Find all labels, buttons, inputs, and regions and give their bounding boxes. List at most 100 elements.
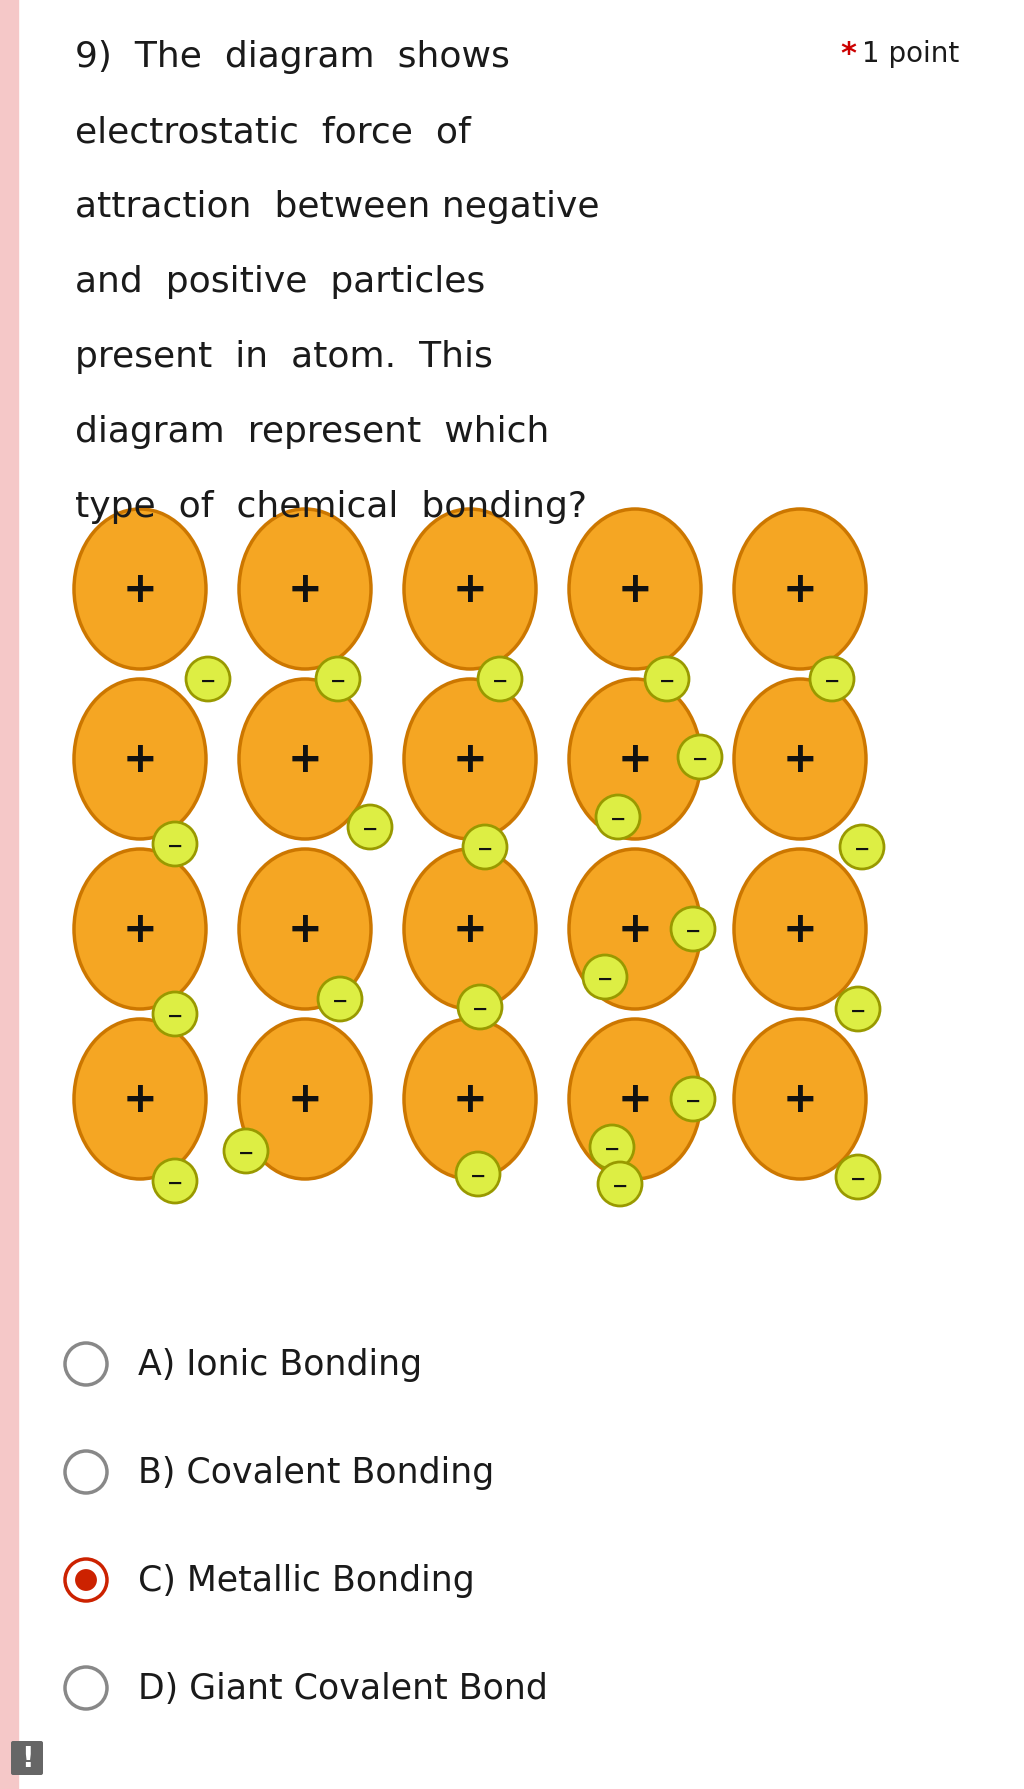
Ellipse shape (734, 850, 866, 1009)
Text: +: + (288, 909, 323, 950)
Ellipse shape (239, 1020, 371, 1179)
Text: +: + (617, 569, 652, 610)
Circle shape (810, 658, 854, 701)
Circle shape (65, 1560, 106, 1601)
Text: +: + (453, 909, 487, 950)
Text: 1 point: 1 point (862, 39, 959, 68)
Text: and  positive  particles: and positive particles (75, 265, 485, 299)
Circle shape (65, 1667, 106, 1708)
Text: −: − (167, 1174, 183, 1191)
Text: B) Covalent Bonding: B) Covalent Bonding (138, 1454, 495, 1488)
Ellipse shape (734, 1020, 866, 1179)
Ellipse shape (569, 510, 701, 669)
Text: +: + (617, 1079, 652, 1120)
Circle shape (645, 658, 689, 701)
Text: −: − (610, 809, 627, 828)
Text: +: + (123, 569, 158, 610)
Ellipse shape (569, 850, 701, 1009)
Text: +: + (288, 739, 323, 780)
Text: +: + (782, 1079, 817, 1120)
Circle shape (583, 955, 627, 1000)
Text: present  in  atom.  This: present in atom. This (75, 340, 493, 374)
Text: −: − (167, 835, 183, 855)
Circle shape (590, 1125, 634, 1170)
Text: −: − (824, 671, 840, 691)
Circle shape (75, 1569, 97, 1590)
Text: −: − (854, 839, 870, 859)
Circle shape (678, 735, 722, 780)
Circle shape (348, 805, 392, 850)
Text: +: + (288, 1079, 323, 1120)
Text: −: − (200, 671, 216, 691)
Text: +: + (782, 569, 817, 610)
Circle shape (458, 986, 502, 1029)
Circle shape (671, 907, 715, 952)
Text: −: − (472, 998, 488, 1018)
Ellipse shape (404, 850, 536, 1009)
Circle shape (65, 1344, 106, 1385)
Text: −: − (477, 839, 494, 859)
Ellipse shape (239, 680, 371, 839)
Circle shape (598, 1163, 642, 1206)
Text: +: + (123, 1079, 158, 1120)
Text: −: − (685, 1091, 701, 1109)
Text: type  of  chemical  bonding?: type of chemical bonding? (75, 490, 587, 524)
Text: −: − (597, 970, 613, 988)
Text: −: − (611, 1175, 628, 1195)
Circle shape (153, 823, 197, 866)
Ellipse shape (74, 680, 206, 839)
Circle shape (478, 658, 522, 701)
Text: 9)  The  diagram  shows: 9) The diagram shows (75, 39, 510, 73)
Text: +: + (617, 909, 652, 950)
Text: +: + (782, 909, 817, 950)
Ellipse shape (404, 1020, 536, 1179)
Ellipse shape (404, 680, 536, 839)
Circle shape (316, 658, 360, 701)
Circle shape (153, 1159, 197, 1204)
Text: D) Giant Covalent Bond: D) Giant Covalent Bond (138, 1671, 548, 1705)
Text: −: − (361, 819, 378, 837)
Text: −: − (692, 750, 709, 767)
Text: A) Ionic Bonding: A) Ionic Bonding (138, 1347, 422, 1381)
Ellipse shape (569, 1020, 701, 1179)
Text: C) Metallic Bonding: C) Metallic Bonding (138, 1564, 475, 1598)
FancyBboxPatch shape (11, 1741, 43, 1775)
Circle shape (836, 1156, 880, 1199)
Text: +: + (123, 909, 158, 950)
Ellipse shape (734, 510, 866, 669)
Text: attraction  between negative: attraction between negative (75, 190, 599, 224)
Circle shape (186, 658, 230, 701)
Text: electrostatic  force  of: electrostatic force of (75, 114, 471, 148)
Circle shape (836, 988, 880, 1032)
Ellipse shape (404, 510, 536, 669)
Text: −: − (332, 991, 348, 1011)
Ellipse shape (74, 850, 206, 1009)
Ellipse shape (734, 680, 866, 839)
Ellipse shape (239, 510, 371, 669)
Text: −: − (238, 1143, 254, 1161)
Text: −: − (470, 1166, 486, 1184)
Text: −: − (685, 921, 701, 939)
Text: +: + (453, 739, 487, 780)
Circle shape (153, 993, 197, 1036)
Circle shape (671, 1077, 715, 1122)
Text: +: + (782, 739, 817, 780)
Ellipse shape (239, 850, 371, 1009)
Circle shape (224, 1129, 268, 1174)
Text: −: − (658, 671, 675, 691)
Circle shape (318, 977, 362, 1022)
Text: *: * (840, 39, 856, 70)
Text: −: − (330, 671, 346, 691)
Ellipse shape (569, 680, 701, 839)
Text: +: + (617, 739, 652, 780)
Text: +: + (288, 569, 323, 610)
Bar (0, 0, 18, 1789)
Circle shape (65, 1451, 106, 1494)
Text: −: − (492, 671, 508, 691)
Text: +: + (453, 1079, 487, 1120)
Ellipse shape (74, 510, 206, 669)
Circle shape (456, 1152, 500, 1197)
Ellipse shape (74, 1020, 206, 1179)
Text: +: + (453, 569, 487, 610)
Text: −: − (604, 1140, 621, 1157)
